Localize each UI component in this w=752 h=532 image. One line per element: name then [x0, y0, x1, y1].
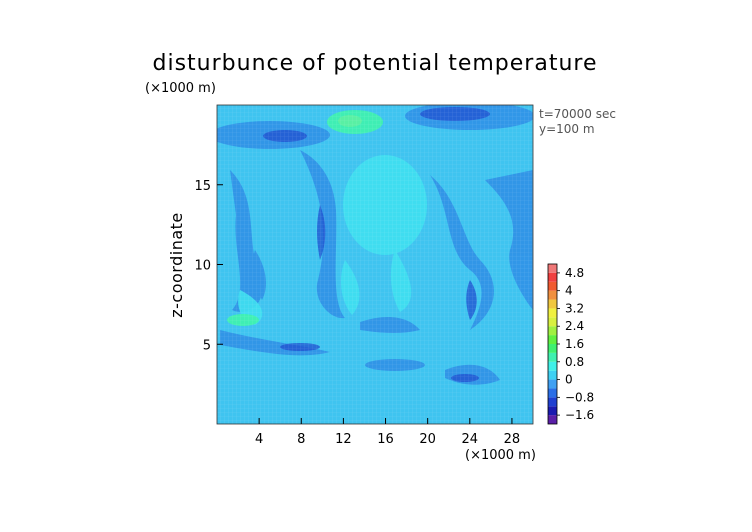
x-tick-label: 24: [462, 432, 479, 447]
colorbar-swatch: [548, 308, 557, 318]
colorbar-label: 0: [565, 373, 573, 387]
colorbar-swatch: [548, 344, 557, 353]
y-tick-label: 15: [194, 179, 211, 194]
colorbar-swatch: [548, 370, 557, 380]
x-tick-label: 16: [377, 432, 394, 447]
colorbar-swatch: [548, 397, 557, 407]
y-tick-label: 5: [203, 338, 211, 353]
colorbar-swatch: [548, 272, 557, 282]
y-tick-label: 10: [194, 259, 211, 274]
y-axis-label: z-coordinate: [167, 212, 186, 318]
colorbar-label: −1.6: [565, 408, 594, 422]
colorbar-swatch: [548, 326, 557, 336]
colorbar-label: 3.2: [565, 301, 584, 315]
x-tick-label: 20: [419, 432, 436, 447]
colorbar-label: 1.6: [565, 337, 584, 351]
colorbar-label: 2.4: [565, 319, 584, 333]
colorbar-swatch: [548, 281, 557, 291]
colorbar-label: 0.8: [565, 355, 584, 369]
y-axis: 5 10 15: [194, 179, 223, 353]
colorbar-swatch: [548, 352, 557, 362]
x-tick-label: 8: [297, 432, 305, 447]
y-unit-label: (×1000 m): [145, 81, 216, 96]
y-position-annotation: y=100 m: [539, 122, 595, 136]
colorbar-swatch: [548, 299, 557, 309]
colorbar-swatch: [548, 317, 557, 327]
colorbar-swatch: [548, 415, 557, 424]
colorbar-swatch: [548, 264, 557, 273]
colorbar-label: 4: [565, 284, 573, 298]
colorbar-label: −0.8: [565, 390, 594, 404]
colorbar: 4.8 4 3.2 2.4 1.6 0.8 0 −0.8 −1.6: [547, 263, 594, 425]
time-annotation: t=70000 sec: [539, 107, 616, 121]
x-axis: 4 8 12 16 20 24 28: [255, 418, 520, 447]
colorbar-label: 4.8: [565, 266, 584, 280]
chart-title: disturbunce of potential temperature: [153, 51, 598, 76]
colorbar-swatch: [548, 388, 557, 398]
x-tick-label: 12: [335, 432, 352, 447]
x-tick-label: 28: [504, 432, 521, 447]
colorbar-swatch: [548, 406, 557, 416]
colorbar-swatch: [548, 379, 557, 389]
x-tick-label: 4: [255, 432, 263, 447]
colorbar-swatch: [548, 335, 557, 344]
x-unit-label: (×1000 m): [465, 448, 536, 463]
colorbar-swatch: [548, 361, 557, 371]
field-contours: [217, 105, 533, 424]
colorbar-swatch: [548, 290, 557, 300]
